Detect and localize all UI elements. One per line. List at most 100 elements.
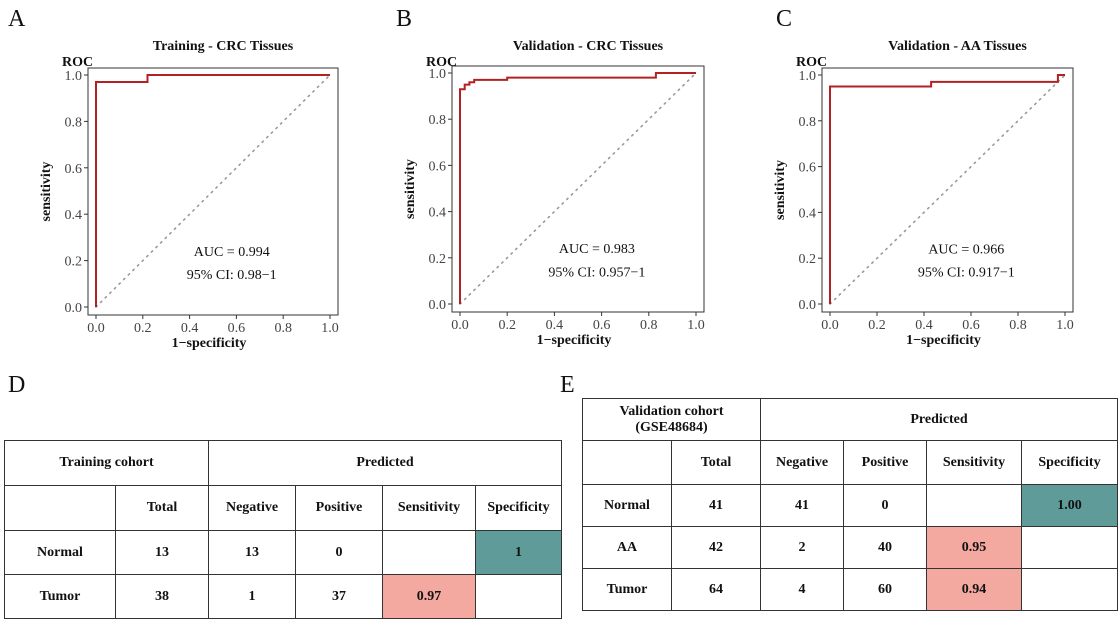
col-header-specificity: Specificity — [1021, 440, 1118, 485]
roc-label: ROC — [796, 55, 827, 70]
col-header-total: Total — [115, 485, 209, 531]
chart-title: Validation - CRC Tissues — [513, 39, 664, 54]
cell-positive: 0 — [843, 484, 927, 527]
col-header-negative: Negative — [760, 440, 844, 485]
cell-specificity — [1021, 526, 1118, 569]
cell-specificity: 1.00 — [1021, 484, 1118, 527]
y-tick-label: 0.8 — [799, 115, 817, 130]
cell-negative: 4 — [760, 568, 844, 611]
x-tick-label: 0.4 — [546, 318, 564, 333]
cohort-header: Training cohort — [4, 440, 209, 486]
cell-negative: 2 — [760, 526, 844, 569]
roc-chart-validation-crc: 0.0 0.2 0.4 0.6 0.8 1.0 0.0 0.2 0.4 0.6 0.8 1.0 Vali… — [403, 39, 705, 348]
x-tick-label: 1.0 — [1056, 318, 1074, 333]
y-tick-label: 0.4 — [429, 206, 447, 221]
cell-positive: 37 — [295, 574, 383, 619]
x-tick-label: 0.0 — [821, 318, 839, 333]
reference-diagonal — [459, 72, 697, 305]
x-tick-label: 0.2 — [134, 321, 152, 336]
col-header-positive: Positive — [295, 485, 383, 531]
x-tick-label: 1.0 — [321, 321, 339, 336]
plot-frame — [451, 65, 705, 313]
y-tick-label: 1.0 — [799, 69, 817, 84]
ci-annotation: 95% CI: 0.957−1 — [548, 265, 645, 280]
x-tick-label: 0.4 — [181, 321, 199, 336]
cell-total: 13 — [115, 530, 209, 575]
roc-curve — [459, 72, 696, 304]
roc-label: ROC — [62, 55, 93, 70]
plot-frame — [821, 67, 1074, 313]
y-tick-label: 1.0 — [65, 69, 83, 84]
cell-negative: 41 — [760, 484, 844, 527]
cell-specificity: 1 — [475, 530, 562, 575]
x-tick-label: 0.6 — [962, 318, 980, 333]
corner-cell — [582, 440, 672, 485]
col-header-sensitivity: Sensitivity — [926, 440, 1022, 485]
table-row: AA 42 2 40 0.95 — [582, 526, 1118, 569]
plot-frame — [87, 67, 339, 316]
auc-annotation: AUC = 0.983 — [559, 242, 635, 257]
table-row: Normal 41 41 0 1.00 — [582, 484, 1118, 527]
y-tick-label: 0.2 — [65, 255, 83, 270]
auc-annotation: AUC = 0.994 — [194, 245, 270, 260]
y-tick-label: 0.6 — [429, 159, 447, 174]
auc-annotation: AUC = 0.966 — [928, 243, 1004, 258]
cell-sensitivity: 0.95 — [926, 526, 1022, 569]
col-header-positive: Positive — [843, 440, 927, 485]
y-tick-label: 0.8 — [65, 115, 83, 130]
table-row: Tumor 38 1 37 0.97 — [4, 574, 562, 619]
table-row: Tumor 64 4 60 0.94 — [582, 568, 1118, 611]
roc-curve — [829, 74, 1065, 304]
chart-title: Training - CRC Tissues — [153, 39, 294, 54]
roc-chart-training-crc: 0.0 0.2 0.4 0.6 0.8 1.0 0.0 0.2 0.4 0.6 0.8 1.0 Trai… — [39, 39, 339, 351]
row-label: AA — [582, 526, 672, 569]
panel-label-c: C — [776, 6, 793, 32]
table-row: Normal 13 13 0 1 — [4, 530, 562, 575]
y-tick-label: 0.6 — [799, 161, 817, 176]
roc-label: ROC — [426, 55, 457, 70]
x-tick-label: 0.6 — [228, 321, 246, 336]
cell-negative: 13 — [208, 530, 296, 575]
cell-total: 38 — [115, 574, 209, 619]
x-axis-label: 1−specificity — [537, 333, 612, 348]
predicted-header: Predicted — [760, 398, 1118, 441]
panel-label-d: D — [8, 372, 26, 398]
panel-label-e: E — [560, 372, 575, 398]
y-axis-label: sensitivity — [403, 159, 418, 219]
col-header-specificity: Specificity — [475, 485, 562, 531]
reference-diagonal — [829, 74, 1066, 305]
predicted-header: Predicted — [208, 440, 562, 486]
y-tick-label: 0.2 — [429, 252, 447, 267]
chart-title: Validation - AA Tissues — [888, 39, 1027, 54]
x-tick-label: 0.2 — [498, 318, 516, 333]
y-tick-label: 0.4 — [65, 208, 83, 223]
col-header-total: Total — [671, 440, 761, 485]
x-tick-label: 1.0 — [687, 318, 705, 333]
y-tick-label: 0.4 — [799, 206, 817, 221]
x-axis-label: 1−specificity — [172, 336, 247, 351]
x-tick-label: 0.8 — [1009, 318, 1027, 333]
x-tick-label: 0.8 — [640, 318, 658, 333]
y-tick-label: 0.2 — [799, 252, 817, 267]
reference-diagonal — [95, 74, 331, 308]
y-tick-label: 0.8 — [429, 113, 447, 128]
cell-specificity — [1021, 568, 1118, 611]
row-label: Normal — [4, 530, 116, 575]
panel-label-a: A — [8, 6, 26, 32]
roc-chart-validation-aa: 0.0 0.2 0.4 0.6 0.8 1.0 0.0 0.2 0.4 0.6 0.8 1.0 Vali… — [773, 39, 1074, 348]
col-header-negative: Negative — [208, 485, 296, 531]
validation-cohort-table: Validation cohort (GSE48684) Predicted T… — [582, 398, 1118, 611]
cell-specificity — [475, 574, 562, 619]
y-tick-label: 0.0 — [799, 298, 817, 313]
panel-label-b: B — [396, 6, 413, 32]
x-axis-label: 1−specificity — [906, 333, 981, 348]
y-axis-label: sensitivity — [773, 160, 788, 220]
cohort-header: Validation cohort (GSE48684) — [582, 398, 761, 441]
training-cohort-table: Training cohort Predicted Total Negative… — [4, 440, 562, 619]
col-header-sensitivity: Sensitivity — [382, 485, 476, 531]
x-tick-label: 0.6 — [593, 318, 611, 333]
y-tick-label: 0.0 — [429, 298, 447, 313]
cell-sensitivity: 0.97 — [382, 574, 476, 619]
cell-sensitivity — [382, 530, 476, 575]
y-tick-label: 0.6 — [65, 162, 83, 177]
